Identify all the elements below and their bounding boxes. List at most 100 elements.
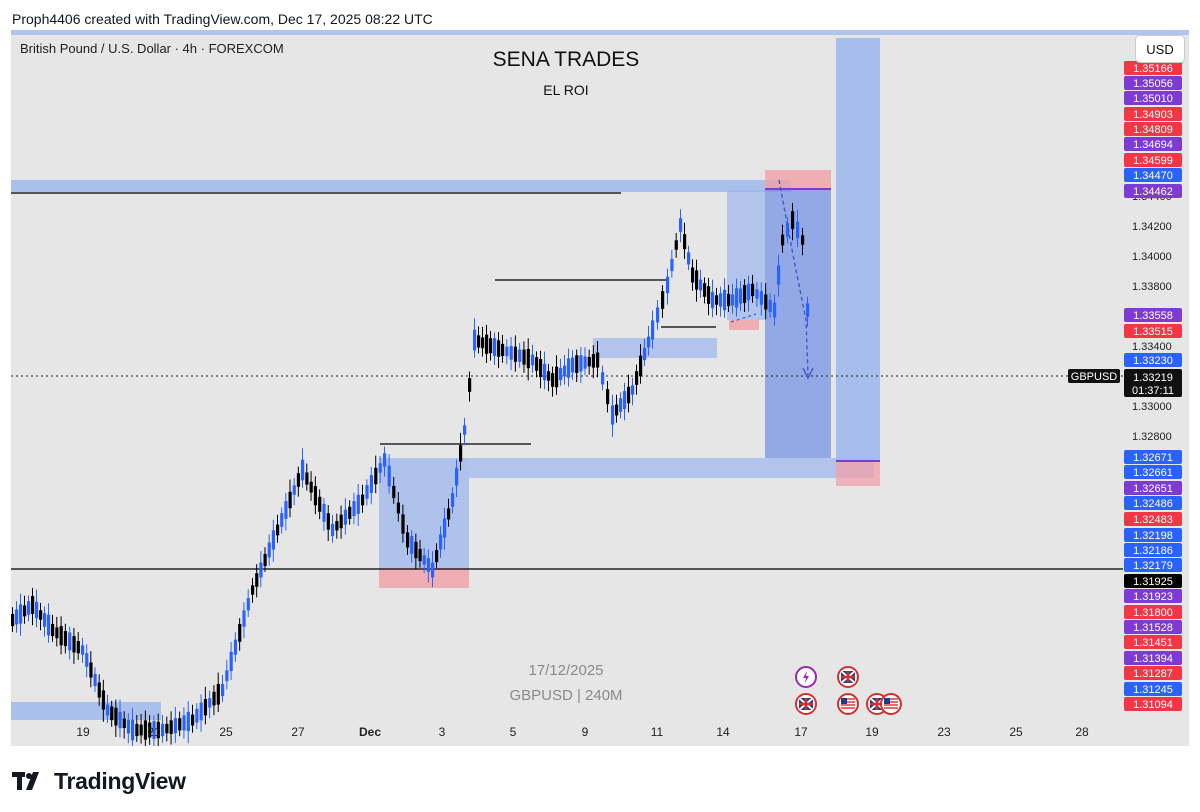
candle-body[interactable] [791, 211, 795, 229]
candle-body[interactable] [683, 234, 687, 250]
candle-body[interactable] [326, 513, 330, 530]
candle-body[interactable] [727, 293, 731, 307]
candle-body[interactable] [759, 291, 763, 305]
candle-body[interactable] [59, 626, 63, 646]
price-tag[interactable] [1124, 308, 1182, 322]
candle-body[interactable] [126, 719, 131, 734]
candle-body[interactable] [11, 613, 15, 627]
candle-body[interactable] [148, 722, 152, 738]
price-tag[interactable] [1124, 184, 1182, 198]
price-tag[interactable] [1124, 465, 1182, 479]
price-tag[interactable] [1124, 651, 1182, 665]
current-symbol-tag[interactable] [1068, 369, 1120, 383]
candle-body[interactable] [414, 541, 418, 559]
candle-body[interactable] [559, 367, 563, 381]
candle-body[interactable] [365, 485, 369, 499]
candle-body[interactable] [422, 555, 426, 565]
candle-body[interactable] [615, 404, 619, 416]
candle-body[interactable] [229, 651, 233, 672]
candle-body[interactable] [182, 715, 186, 731]
candle-body[interactable] [122, 718, 126, 729]
candle-body[interactable] [271, 530, 276, 550]
candle-body[interactable] [301, 459, 305, 481]
candle-body[interactable] [531, 354, 535, 366]
candle-body[interactable] [93, 673, 97, 687]
candle-body[interactable] [563, 365, 567, 377]
price-tag[interactable] [1124, 107, 1182, 121]
candle-body[interactable] [208, 698, 212, 708]
candle-body[interactable] [647, 336, 651, 348]
tradingview-logo[interactable]: TradingView [12, 766, 186, 796]
candle-body[interactable] [284, 501, 288, 519]
candle-body[interactable] [623, 391, 627, 409]
forecast-arrow[interactable] [778, 179, 809, 376]
candle-body[interactable] [418, 548, 422, 562]
candle-body[interactable] [233, 639, 238, 655]
currency-button[interactable]: USD [1135, 35, 1185, 63]
symbol-info[interactable]: British Pound / U.S. Dollar · 4h · FOREX… [20, 41, 284, 56]
candle-body[interactable] [781, 234, 785, 246]
candle-body[interactable] [383, 453, 387, 467]
candle-body[interactable] [493, 338, 497, 357]
candle-body[interactable] [703, 283, 707, 297]
candle-body[interactable] [455, 467, 459, 486]
candle-body[interactable] [212, 691, 216, 706]
forecast-arrow-small[interactable] [730, 313, 757, 323]
candle-body[interactable] [651, 320, 655, 340]
candle-body[interactable] [139, 724, 143, 736]
candle-body[interactable] [305, 472, 309, 485]
candle-body[interactable] [156, 721, 160, 739]
candle-body[interactable] [322, 503, 326, 522]
candle-body[interactable] [786, 223, 790, 237]
candle-body[interactable] [374, 467, 378, 485]
candle-body[interactable] [509, 346, 513, 360]
candle-body[interactable] [591, 354, 596, 368]
candle-body[interactable] [806, 303, 810, 317]
candle-body[interactable] [251, 585, 255, 595]
candle-body[interactable] [751, 283, 755, 297]
low-zone[interactable] [11, 702, 161, 720]
candle-body[interactable] [670, 258, 674, 272]
candle-body[interactable] [101, 690, 106, 710]
candle-body[interactable] [259, 562, 263, 578]
candle-body[interactable] [85, 653, 89, 667]
candle-body[interactable] [276, 524, 280, 536]
price-tag[interactable] [1124, 76, 1182, 90]
candle-body[interactable] [596, 352, 600, 368]
candle-body[interactable] [601, 372, 605, 385]
candle-body[interactable] [216, 683, 220, 705]
candle-body[interactable] [161, 723, 165, 737]
candle-body[interactable] [242, 610, 246, 627]
candle-body[interactable] [739, 288, 743, 304]
candle-body[interactable] [447, 508, 451, 520]
candle-body[interactable] [15, 609, 19, 625]
candle-body[interactable] [505, 346, 509, 357]
price-tag[interactable] [1124, 61, 1182, 75]
candle-body[interactable] [747, 283, 751, 301]
candle-body[interactable] [47, 614, 51, 636]
candle-body[interactable] [711, 291, 715, 309]
small-stop-zone[interactable] [729, 320, 759, 330]
candle-body[interactable] [627, 386, 631, 404]
candle-body[interactable] [707, 286, 711, 304]
candle-body[interactable] [263, 553, 267, 567]
candle-body[interactable] [473, 329, 477, 351]
candle-body[interactable] [679, 218, 683, 232]
candle-body[interactable] [81, 645, 85, 655]
candle-body[interactable] [735, 288, 739, 308]
candle-body[interactable] [296, 473, 301, 487]
candle-body[interactable] [221, 683, 225, 697]
short-stop-zone[interactable] [765, 170, 831, 190]
candle-body[interactable] [169, 720, 173, 734]
candle-body[interactable] [288, 491, 292, 509]
candle-body[interactable] [522, 349, 526, 365]
candle-body[interactable] [691, 267, 695, 283]
price-tag[interactable] [1124, 353, 1182, 367]
candle-body[interactable] [118, 711, 122, 729]
candle-body[interactable] [246, 598, 250, 611]
candle-body[interactable] [55, 627, 59, 639]
candle-body[interactable] [501, 343, 505, 357]
candle-body[interactable] [143, 720, 148, 740]
candle-body[interactable] [526, 348, 530, 369]
price-tag[interactable] [1124, 122, 1182, 136]
